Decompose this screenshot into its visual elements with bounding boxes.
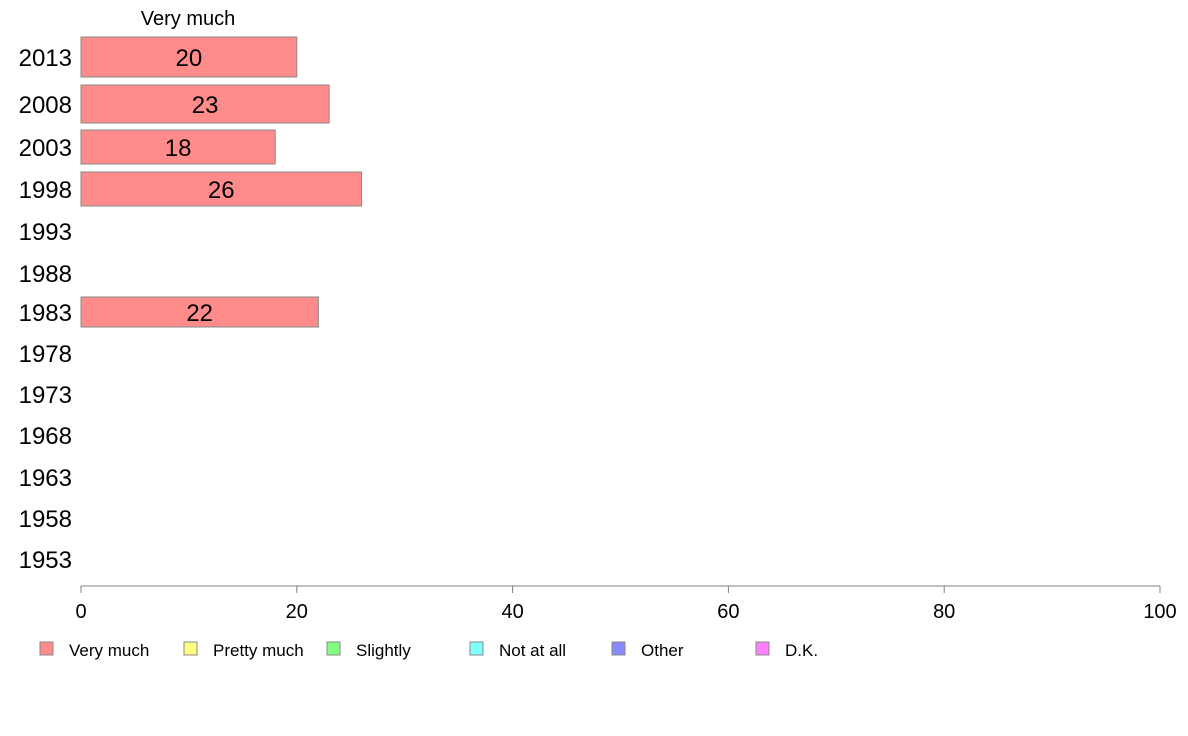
bar-data-label: 18 xyxy=(165,135,192,162)
y-tick-label: 1958 xyxy=(19,506,72,533)
bar-data-label: 23 xyxy=(192,92,219,119)
y-tick-label: 1978 xyxy=(19,341,72,368)
legend-label: Slightly xyxy=(356,641,411,660)
x-tick-label: 40 xyxy=(501,601,523,623)
x-tick-label: 20 xyxy=(286,601,308,623)
bar-data-label: 20 xyxy=(176,45,203,72)
x-tick-label: 60 xyxy=(717,601,739,623)
y-tick-label: 1988 xyxy=(19,261,72,288)
x-tick-label: 80 xyxy=(933,601,955,623)
bar xyxy=(80,84,330,124)
legend-label: Very much xyxy=(69,641,149,660)
y-tick-label: 1973 xyxy=(19,382,72,409)
y-tick-label: 2008 xyxy=(19,92,72,119)
bar xyxy=(80,171,363,207)
y-tick-label: 1953 xyxy=(19,547,72,574)
bar xyxy=(80,296,319,328)
bar xyxy=(80,129,276,165)
legend-swatch xyxy=(469,641,484,656)
legend-swatch xyxy=(39,641,54,656)
y-tick-label: 1998 xyxy=(19,177,72,204)
bar xyxy=(80,36,298,78)
legend-label: Not at all xyxy=(499,641,566,660)
y-tick-label: 1993 xyxy=(19,219,72,246)
legend-swatch xyxy=(326,641,341,656)
legend-swatch xyxy=(611,641,626,656)
legend-swatch xyxy=(755,641,770,656)
legend-swatch xyxy=(183,641,198,656)
legend-label: D.K. xyxy=(785,641,818,660)
legend-label: Pretty much xyxy=(213,641,304,660)
y-tick-label: 1968 xyxy=(19,423,72,450)
bar-data-label: 26 xyxy=(208,177,235,204)
legend-label: Other xyxy=(641,641,684,660)
y-tick-label: 2013 xyxy=(19,45,72,72)
column-header: Very much xyxy=(141,8,235,30)
x-tick-label: 0 xyxy=(75,601,86,623)
y-tick-label: 1983 xyxy=(19,300,72,327)
y-tick-label: 2003 xyxy=(19,135,72,162)
y-tick-label: 1963 xyxy=(19,465,72,492)
bar-data-label: 22 xyxy=(186,300,213,327)
x-tick-label: 100 xyxy=(1143,601,1176,623)
